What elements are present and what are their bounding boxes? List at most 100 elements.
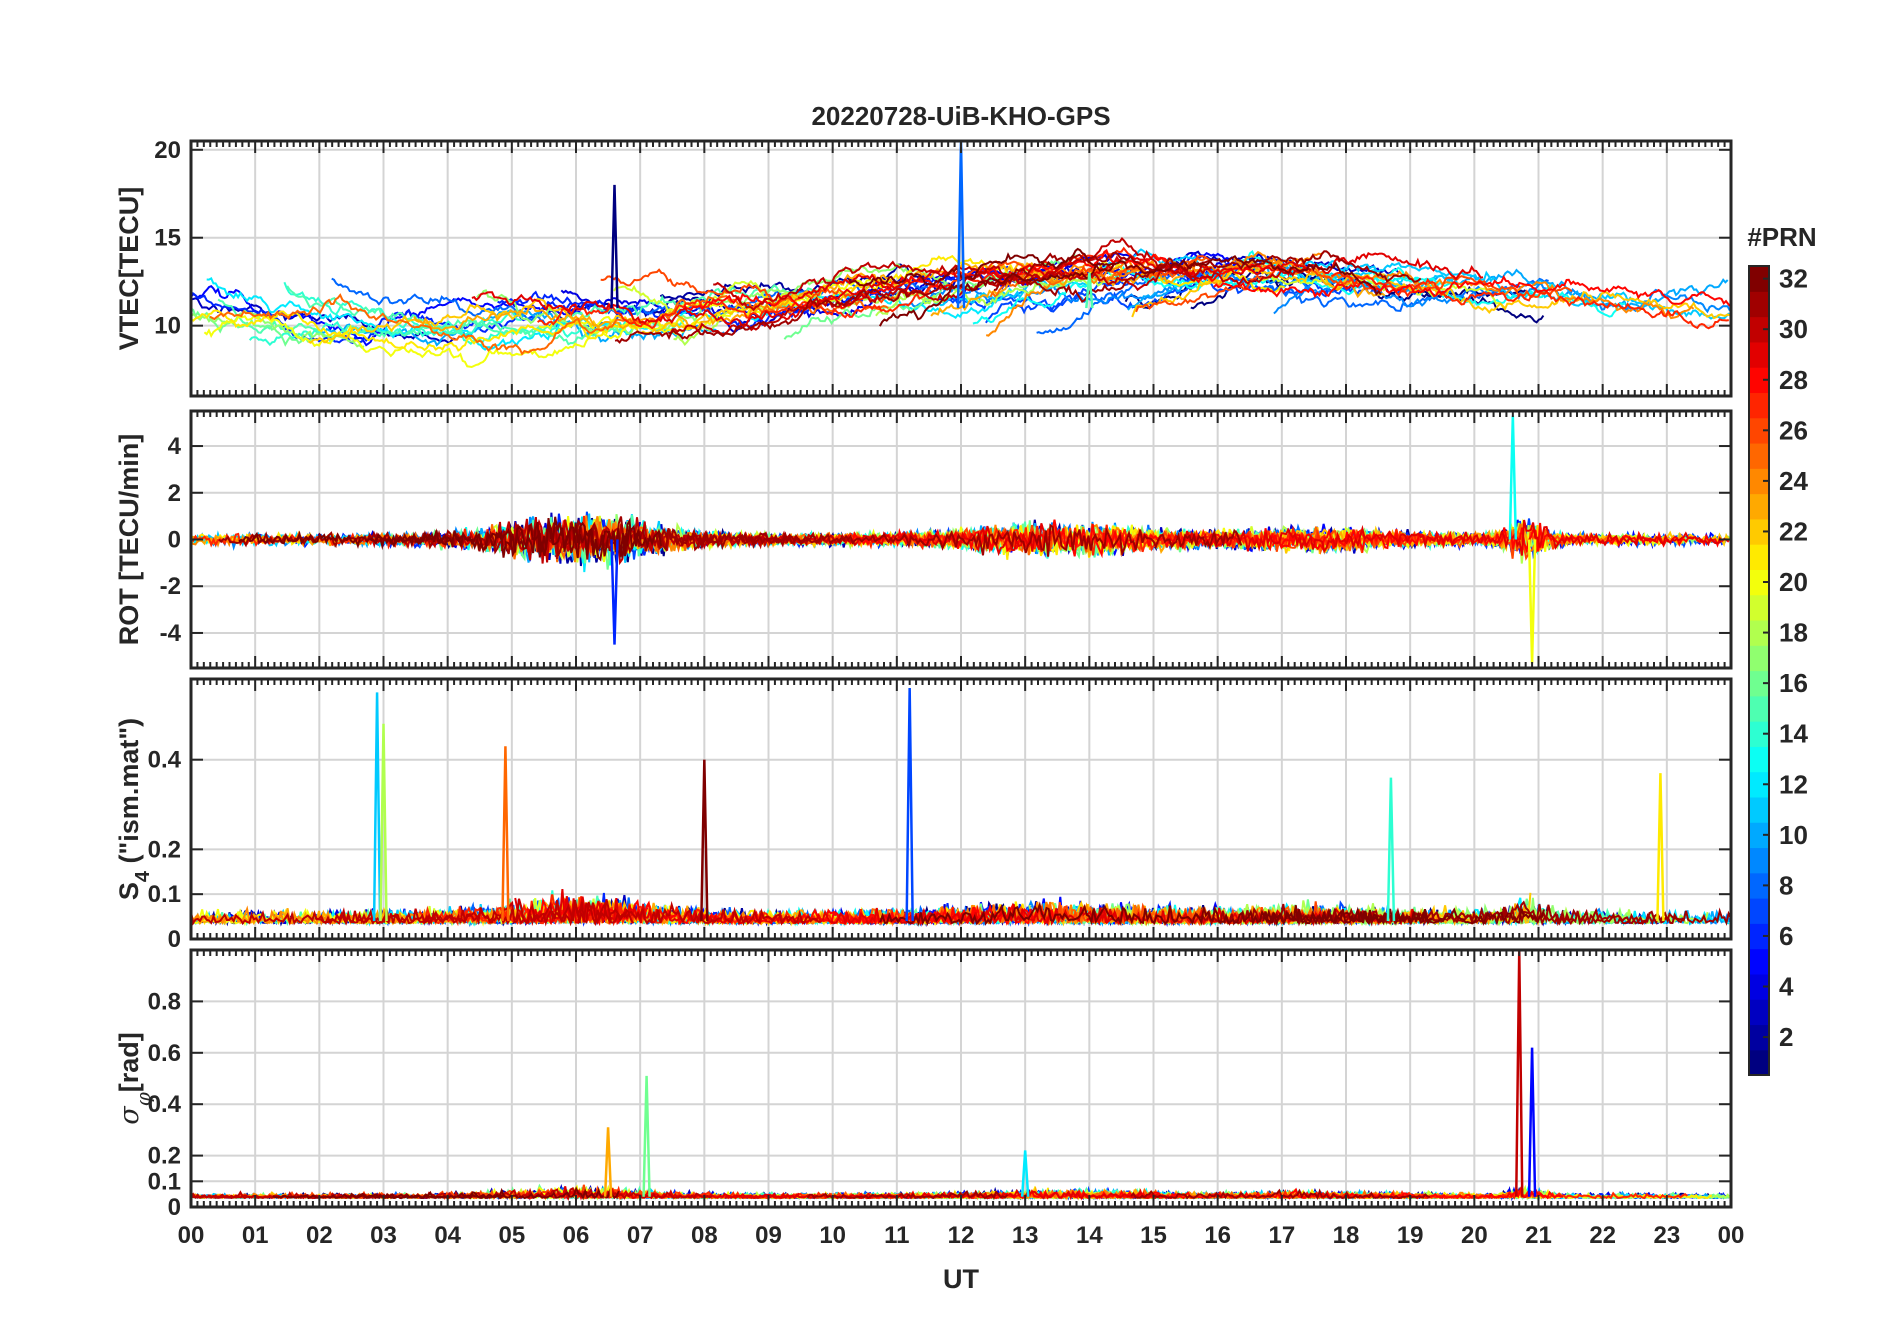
panel-vtec: 10 15 20 VTEC[TECU]: [114, 137, 1733, 398]
colorbar-segment: [1749, 594, 1769, 621]
colorbar-tick-label: 20: [1779, 567, 1808, 597]
feature-mark-sigma_phi-1: [603, 1127, 613, 1197]
feature-mark-vtec-0: [610, 184, 619, 309]
y-axis-label-sigma_phi: σφ[rad]: [114, 1032, 155, 1124]
colorbar-tick-label: 14: [1779, 719, 1808, 749]
series-line-prn-32: [879, 261, 1117, 327]
x-tick-label: 11: [884, 1222, 909, 1249]
series-line-prn-29: [797, 251, 1484, 300]
colorbar-segment: [1749, 695, 1769, 722]
x-tick-label: 15: [1140, 1222, 1167, 1249]
colorbar-title: #PRN: [1747, 222, 1816, 252]
x-tick-label: 00: [178, 1222, 205, 1249]
y-tick-label-s4: 0.2: [148, 836, 181, 863]
colorbar-segment: [1749, 999, 1769, 1026]
ticks-sigma_phi: [190, 950, 1732, 1208]
x-tick-label: 23: [1653, 1222, 1680, 1249]
series-line-prn-7: [938, 280, 1416, 313]
x-tick-label: 18: [1333, 1222, 1360, 1249]
y-axis-label-vtec: VTEC[TECU]: [114, 187, 144, 351]
colorbar-tick-label: 10: [1779, 820, 1808, 850]
panel-s4: 0 0.1 0.2 0.4S4 ("ism.mat"): [114, 677, 1733, 953]
series-group-rot: [191, 511, 1731, 573]
colorbar-segment: [1749, 442, 1769, 469]
y-tick-label-s4: 0: [168, 926, 181, 953]
x-tick-label: 13: [1012, 1222, 1039, 1249]
x-tick-label: 20: [1461, 1222, 1488, 1249]
x-axis-label: UT: [943, 1264, 979, 1294]
colorbar-segment: [1749, 645, 1769, 672]
ticks-rot: [190, 411, 1732, 668]
panel-rot: -4 -2 0 2 4 ROT [TECU/min]: [114, 409, 1733, 670]
colorbar-segment: [1749, 670, 1769, 697]
series-line-prn-32: [272, 1187, 505, 1200]
colorbar-tick-label: 30: [1779, 314, 1808, 344]
colorbar-segment: [1749, 518, 1769, 545]
colorbar-frame: [1748, 265, 1770, 1076]
colorbar-segment: [1749, 796, 1769, 823]
colorbar-segment: [1749, 468, 1769, 495]
colorbar-tick-label: 16: [1779, 668, 1808, 698]
series-line-prn-19: [613, 279, 816, 313]
colorbar-segment: [1749, 1049, 1769, 1076]
colorbar-segment: [1749, 341, 1769, 368]
x-tick-label: 07: [627, 1222, 654, 1249]
y-tick-label-sigma_phi: 0.1: [148, 1168, 181, 1195]
series-line-prn-31: [1130, 1188, 1431, 1201]
x-tick-label: 09: [755, 1222, 782, 1249]
y-tick-label-rot: 2: [168, 480, 181, 507]
feature-mark-s4-1: [379, 723, 388, 922]
x-tick-label: 06: [563, 1222, 590, 1249]
feature-mark-s4-6: [1656, 773, 1665, 922]
y-tick-label-rot: -2: [160, 573, 181, 600]
series-line-prn-32: [370, 516, 642, 560]
colorbar-segment: [1749, 493, 1769, 520]
y-tick-label-rot: 0: [168, 527, 181, 554]
x-tick-label: 12: [948, 1222, 975, 1249]
feature-mark-s4-2: [501, 746, 510, 922]
colorbar-segment: [1749, 973, 1769, 1000]
series-line-prn-32: [348, 1186, 620, 1201]
series-line-prn-28: [1213, 274, 1731, 308]
x-tick-label: 04: [434, 1222, 461, 1249]
colorbar-segment: [1749, 771, 1769, 798]
x-tick-label: 02: [306, 1222, 333, 1249]
feature-mark-vtec-1: [956, 141, 966, 309]
series-group-sigma_phi: [191, 1183, 1731, 1202]
feature-mark-sigma_phi-4: [1020, 1150, 1030, 1197]
colorbar-tick-label: 12: [1779, 769, 1808, 799]
colorbar-tick-label: 2: [1779, 1022, 1793, 1052]
feature-mark-rot-0: [610, 539, 619, 645]
x-tick-label: 14: [1076, 1222, 1103, 1249]
series-line-prn-30: [314, 898, 821, 927]
colorbar-segment: [1749, 619, 1769, 646]
colorbar-tick-label: 24: [1779, 466, 1808, 496]
y-tick-label-rot: 4: [168, 433, 182, 460]
x-tick-label: 10: [819, 1222, 846, 1249]
colorbar-tick-label: 22: [1779, 516, 1808, 546]
colorbar-tick-label: 32: [1779, 264, 1808, 294]
colorbar-segment: [1749, 822, 1769, 849]
feature-mark-vtec-2: [1085, 272, 1094, 309]
series-line-prn-8: [1036, 267, 1549, 335]
y-tick-label-s4: 0.1: [148, 881, 181, 908]
y-tick-label-sigma_phi: 0.6: [148, 1040, 181, 1067]
panel-sigma_phi: 00.10.2 0.4 0.6 0.8 σφ[rad] 00 01 02 03 04 05 06 07 0…: [114, 948, 1744, 1249]
colorbar-tick-label: 4: [1779, 972, 1794, 1002]
x-tick-label: 22: [1589, 1222, 1616, 1249]
chart-title: 20220728-UiB-KHO-GPS: [811, 101, 1110, 131]
series-line-prn-31: [806, 1190, 1009, 1200]
y-tick-label-vtec: 15: [154, 225, 181, 252]
y-tick-label-vtec: 20: [154, 137, 181, 164]
colorbar-tick-label: 26: [1779, 415, 1808, 445]
series-line-prn-32: [1262, 906, 1545, 927]
ticks-vtec: [190, 141, 1732, 396]
colorbar-segment: [1749, 392, 1769, 419]
ticks-s4: [190, 679, 1732, 940]
y-tick-label-sigma_phi: 0.4: [148, 1091, 182, 1118]
colorbar-tick-label: 18: [1779, 618, 1808, 648]
colorbar-segment: [1749, 544, 1769, 570]
feature-mark-s4-3: [700, 759, 709, 922]
series-line-prn-3: [191, 297, 457, 345]
